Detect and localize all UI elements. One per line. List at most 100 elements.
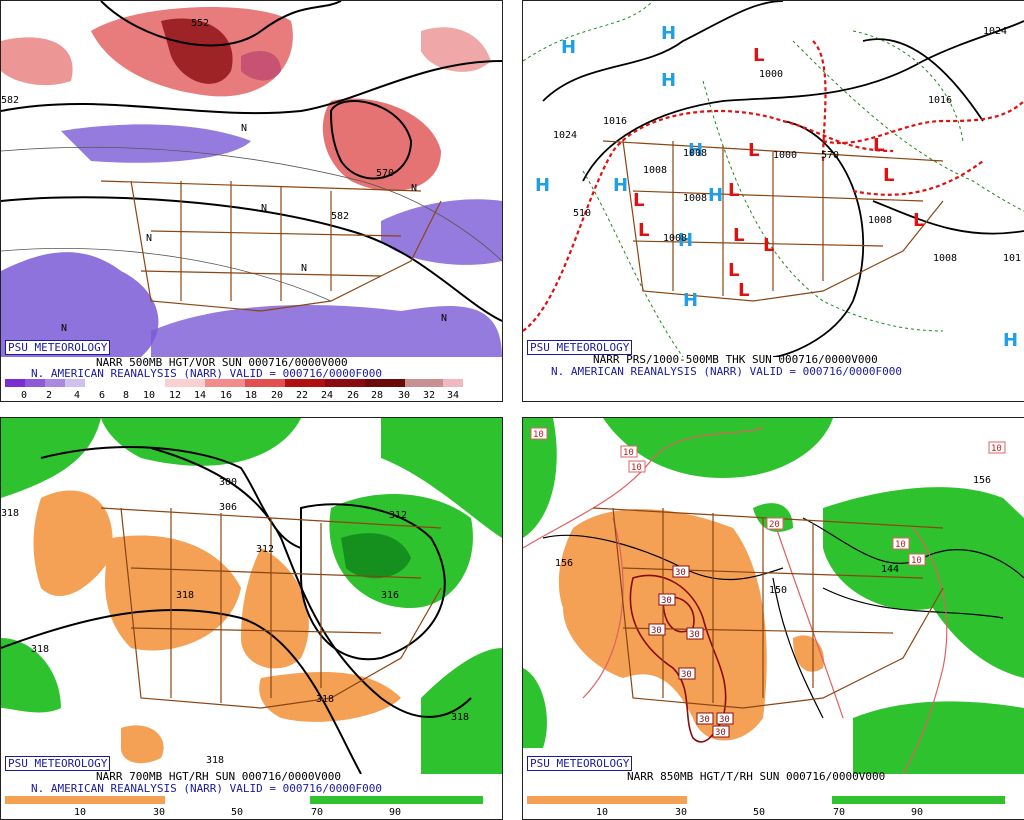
contour-label: 101: [1003, 253, 1021, 264]
contour-label: 570: [376, 168, 394, 179]
contour-label: 1008: [868, 215, 892, 226]
rh850-map: 156 150 144 156 10 10 10 20 30 30 30 30 …: [523, 418, 1024, 774]
caption-title: NARR 500MB HGT/VOR SUN 000716/0000V000: [96, 356, 348, 369]
contour-label: 1000: [773, 150, 797, 161]
temp-label: 10: [908, 553, 926, 566]
temp-label: 30: [696, 712, 714, 725]
temp-label: 10: [620, 445, 638, 458]
svg-text:30: 30: [675, 568, 686, 578]
panel-mslp-thickness: H H H H H H H H H H L L L L L L L L L L …: [522, 0, 1024, 402]
contour-label: N: [241, 123, 247, 134]
svg-text:30: 30: [719, 715, 730, 725]
contour-label: 1008: [663, 233, 687, 244]
contour-label: 156: [973, 475, 991, 486]
moist-region: [421, 648, 502, 774]
psu-credit: PSU METEOROLOGY: [5, 756, 111, 771]
temp-label: 10: [988, 441, 1006, 454]
vorticity-low-region: [381, 199, 502, 265]
contour-label: 318: [206, 755, 224, 766]
contour-label: 1000: [759, 69, 783, 80]
moist-region: [523, 668, 547, 748]
mslp-map: H H H H H H H H H H L L L L L L L L L L …: [523, 1, 1024, 357]
svg-text:30: 30: [715, 728, 726, 738]
temp-label: 30: [712, 725, 730, 738]
vorticity-high-region: [1, 37, 73, 86]
caption-title: NARR 850MB HGT/T/RH SUN 000716/0000V000: [627, 770, 886, 783]
vorticity-map: 552 582 570 582 N N N N N N N: [1, 1, 502, 357]
svg-text:10: 10: [911, 556, 922, 566]
high-marker: H: [613, 175, 628, 196]
temp-label: 10: [892, 537, 910, 550]
contour-label: N: [301, 263, 307, 274]
vorticity-high-region: [161, 18, 233, 84]
dry-region: [33, 490, 113, 597]
contour-label: 300: [219, 477, 237, 488]
contour-label: 1008: [933, 253, 957, 264]
high-marker: H: [678, 230, 693, 251]
caption-valid: N. AMERICAN REANALYSIS (NARR) VALID = 00…: [551, 365, 902, 378]
dry-region: [793, 635, 824, 672]
temperature-labels: 10 10 10 20 30 30 30 30 30 30 30 30 10 1…: [530, 427, 1006, 738]
contour-label: 150: [769, 585, 787, 596]
contour-label: 318: [316, 694, 334, 705]
contour-label: N: [146, 233, 152, 244]
contour-label: 144: [881, 564, 899, 575]
low-marker: L: [733, 225, 744, 246]
temp-label: 30: [678, 667, 696, 680]
svg-text:10: 10: [533, 430, 544, 440]
svg-text:20: 20: [769, 520, 780, 530]
svg-text:30: 30: [681, 670, 692, 680]
temp-label: 30: [648, 623, 666, 636]
high-marker: H: [561, 37, 576, 58]
low-marker: L: [883, 165, 894, 186]
low-marker: L: [728, 260, 739, 281]
contour-label: N: [61, 323, 67, 334]
contour-label: 318: [451, 712, 469, 723]
temp-label: 30: [686, 627, 704, 640]
rh700-map: 300 306 312 318 318 318 318 316 318 318 …: [1, 418, 502, 774]
high-pressure-markers: H H H H H H H H H H: [535, 23, 1018, 351]
contour-label: 306: [219, 502, 237, 513]
caption-title: NARR PRS/1000-500MB THK SUN 000716/0000V…: [593, 353, 878, 366]
psu-credit: PSU METEOROLOGY: [5, 340, 111, 355]
colorbar-rh: [5, 796, 483, 804]
temp-label: 10: [530, 427, 548, 440]
moist-region: [101, 418, 301, 466]
moist-region: [1, 418, 101, 498]
low-marker: L: [633, 190, 644, 211]
svg-text:30: 30: [651, 626, 662, 636]
svg-text:30: 30: [661, 596, 672, 606]
vorticity-high-region: [421, 27, 491, 72]
temp-label: 30: [716, 712, 734, 725]
svg-text:10: 10: [631, 463, 642, 473]
contour-label: 318: [176, 590, 194, 601]
moist-region: [381, 418, 502, 538]
psu-credit: PSU METEOROLOGY: [527, 756, 633, 771]
low-marker: L: [763, 235, 774, 256]
moist-region: [1, 638, 61, 713]
contour-label: 1008: [683, 148, 707, 159]
low-marker: L: [748, 140, 759, 161]
contour-label: N: [441, 313, 447, 324]
temp-label: 30: [672, 565, 690, 578]
contour-label: 582: [331, 211, 349, 222]
temp-label: 10: [628, 460, 646, 473]
vorticity-low-region: [151, 305, 502, 357]
temp-label: 30: [658, 593, 676, 606]
moist-region: [603, 418, 833, 478]
contour-label: 312: [389, 510, 407, 521]
low-marker: L: [738, 280, 749, 301]
moist-region: [823, 487, 1024, 678]
contour-label: 570: [821, 150, 839, 161]
dry-region: [121, 725, 164, 764]
panel-700mb-rh: 300 306 312 318 318 318 318 316 318 318 …: [0, 417, 503, 820]
contour-label: 1024: [553, 130, 577, 141]
svg-text:30: 30: [699, 715, 710, 725]
low-pressure-markers: L L L L L L L L L L L L: [633, 45, 924, 301]
high-marker: H: [688, 140, 703, 161]
contour-label: 1008: [683, 193, 707, 204]
contour-label: 1016: [603, 116, 627, 127]
high-marker: H: [683, 290, 698, 311]
moist-region: [523, 418, 557, 538]
dry-region: [241, 548, 309, 669]
